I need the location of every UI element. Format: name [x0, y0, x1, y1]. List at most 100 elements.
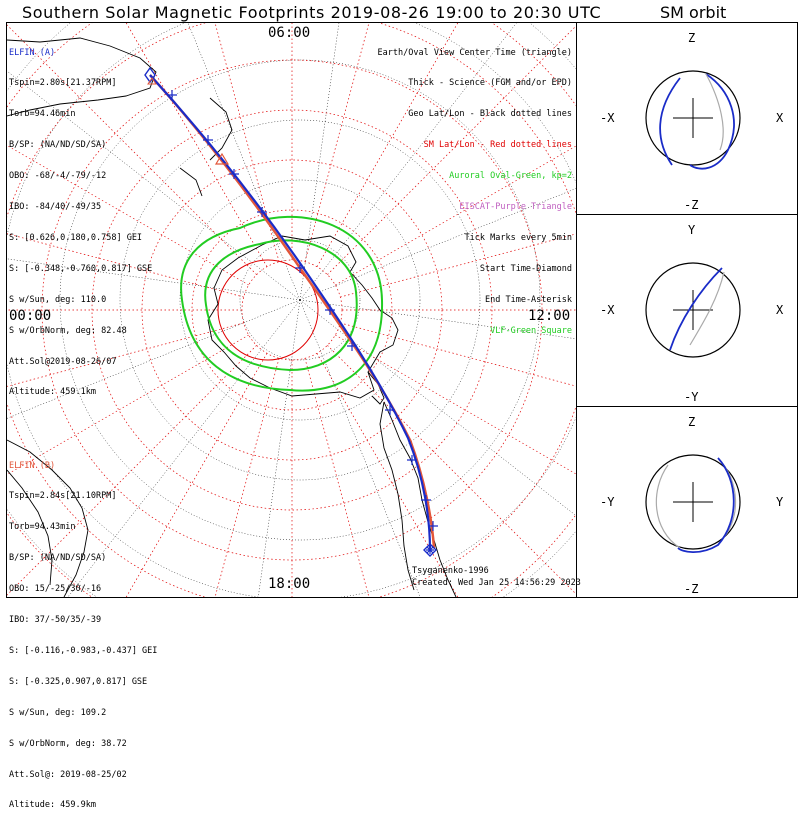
- geo-latitude-circle: [179, 179, 421, 421]
- orbit-trace-a-2: [669, 267, 723, 351]
- geo-longitude-line: [187, 23, 301, 301]
- geo-longitude-line: [7, 299, 301, 419]
- track-tick-mark: [421, 495, 431, 505]
- elfin-b-line: OBO: 15/-25/30/-16: [9, 584, 102, 595]
- track-tick-mark: [428, 521, 438, 531]
- orbit-earth-circle: [645, 70, 741, 166]
- orbit-axis-label: -Y: [600, 495, 615, 509]
- orbit-axis-label: Z: [688, 415, 695, 429]
- orbit-axis-label: X: [776, 303, 784, 317]
- sm-longitude-line: [125, 353, 268, 597]
- auroral-oval-inner: [204, 239, 358, 372]
- auroral-oval-outer: [180, 215, 384, 392]
- track-tick-mark: [257, 207, 267, 217]
- track-tick-mark: [325, 305, 335, 315]
- figure-canvas: Z -Z -X X Y -Y -X X Z -Z -Y Y: [6, 22, 798, 598]
- orbit-axis-label: -X: [600, 303, 615, 317]
- end-diamond: [423, 543, 437, 557]
- sm-longitude-line: [304, 358, 370, 597]
- elfin-a-line: Att.Sol@2019-08-26/07: [9, 356, 117, 367]
- elfin-a-name: ELFIN (A): [9, 47, 56, 58]
- view-center-triangle: [214, 152, 230, 165]
- sm-longitude-line: [7, 145, 249, 286]
- sm-longitude-line: [316, 353, 459, 597]
- elfin-b-line: S: [-0.116,-0.983,-0.437] GEI: [9, 645, 158, 656]
- legend-item: Earth/Oval View Center Time (triangle): [377, 47, 572, 58]
- model-credit: Tsyganenko-1996: [412, 566, 489, 576]
- elfin-b-info: ELFIN (B) Tspin=2.84s[21.10RPM] Torb=94.…: [9, 440, 157, 821]
- sm-longitude-line: [7, 24, 257, 275]
- orbit-trace-b-2: [689, 271, 725, 346]
- orbit-axis-label: -Z: [684, 198, 698, 212]
- orbit-earth-circle: [645, 454, 741, 550]
- track-tick-mark: [407, 455, 417, 465]
- sm-longitude-line: [327, 25, 576, 275]
- elfin-b-line: Tspin=2.84s[21.10RPM]: [9, 491, 117, 502]
- track-tick-mark: [385, 405, 395, 415]
- sm-grid: [7, 23, 576, 597]
- elfin-a-line: S w/OrbNorm, deg: 82.48: [9, 325, 127, 336]
- elfin-b-line: S w/Sun, deg: 109.2: [9, 707, 107, 718]
- elfin-a-track: [149, 74, 432, 551]
- elfin-b-line: Altitude: 459.9km: [9, 800, 96, 811]
- mlt-label-right: 12:00: [528, 308, 571, 324]
- geo-longitude-line: [299, 299, 576, 340]
- legend-item: Tick Marks every 5min: [464, 232, 572, 243]
- sm-latitude-circle: [191, 209, 393, 411]
- sm-latitude-circle: [91, 109, 493, 511]
- orbit-trace-b-3: [655, 457, 737, 549]
- sm-longitude-line: [7, 345, 257, 596]
- orbit-axis-label: X: [776, 111, 784, 125]
- sm-longitude-line: [335, 145, 576, 286]
- orbit-earth-circle: [645, 262, 741, 358]
- track-tick-mark: [295, 263, 305, 273]
- elfin-b-line: B/SP: (NA/ND/SD/SA): [9, 553, 107, 564]
- elfin-a-line: Tspin=2.80s[21.37RPM]: [9, 78, 117, 89]
- elfin-a-line: S w/Sun, deg: 110.0: [9, 294, 107, 305]
- geo-longitude-line: [299, 188, 576, 301]
- legend-item: SM Lat/Lon - Red dotted lines: [423, 140, 572, 151]
- sm-orbit-title: SM orbit: [660, 3, 727, 22]
- elfin-a-line: S: [0.626,0.180,0.758] GEI: [9, 232, 143, 243]
- geo-latitude-circle: [119, 119, 481, 481]
- sm-longitude-line: [214, 23, 280, 262]
- elfin-a-line: B/SP: (NA/ND/SD/SA): [9, 140, 107, 151]
- geo-longitude-line: [299, 299, 576, 516]
- auroral-ovals: [180, 215, 384, 392]
- elfin-a-line: OBO: -68/-4/-79/-12: [9, 171, 107, 182]
- legend-item: Auroral Oval-Green, kp=2: [449, 171, 572, 182]
- track-tick-mark: [203, 135, 213, 145]
- orbit-axis-label: -Z: [684, 582, 698, 596]
- geo-longitude-line: [67, 299, 301, 597]
- elfin-b-name: ELFIN (B): [9, 460, 56, 471]
- geo-longitude-line: [299, 23, 340, 301]
- orbit-axis-label: Z: [688, 31, 695, 45]
- elfin-b-line: Att.Sol@: 2019-08-25/02: [9, 769, 127, 780]
- sm-longitude-line: [7, 334, 249, 475]
- elfin-b-line: S: [-0.325,0.907,0.817] GSE: [9, 676, 148, 687]
- satellite-tracks: [144, 66, 438, 557]
- elfin-a-line: S: [-0.348,-0.760,0.817] GSE: [9, 263, 153, 274]
- legend-item: Start Time-Diamond: [479, 263, 572, 274]
- elfin-b-line: Torb=94.43min: [9, 522, 76, 533]
- geo-longitude-line: [7, 258, 301, 301]
- elfin-b-start-triangle: [147, 77, 157, 85]
- geo-latitude-circle: [59, 59, 541, 541]
- geo-longitude-line: [258, 299, 301, 597]
- orbit-frame: [576, 22, 798, 598]
- polar-map: [7, 23, 576, 597]
- sm-longitude-line: [340, 322, 576, 387]
- sm-longitude-line: [125, 23, 268, 267]
- elfin-a-line: Altitude: 459.1km: [9, 387, 96, 398]
- elfin-b-line: IBO: 37/-50/35/-39: [9, 615, 102, 626]
- legend: Earth/Oval View Center Time (triangle) T…: [378, 27, 572, 346]
- start-diamond: [144, 66, 156, 84]
- elfin-a-info: ELFIN (A) Tspin=2.80s[21.37RPM] Torb=94.…: [9, 27, 152, 408]
- track-tick-mark: [167, 90, 177, 100]
- legend-item: VLF-Green Square: [490, 325, 572, 336]
- geo-longitude-line: [299, 299, 421, 597]
- orbit-trace-a-1: [659, 73, 735, 170]
- sm-orbit-panels: Z -Z -X X Y -Y -X X Z -Z -Y Y: [600, 31, 784, 596]
- track-tick-mark: [229, 169, 239, 179]
- end-asterisk: [426, 546, 434, 554]
